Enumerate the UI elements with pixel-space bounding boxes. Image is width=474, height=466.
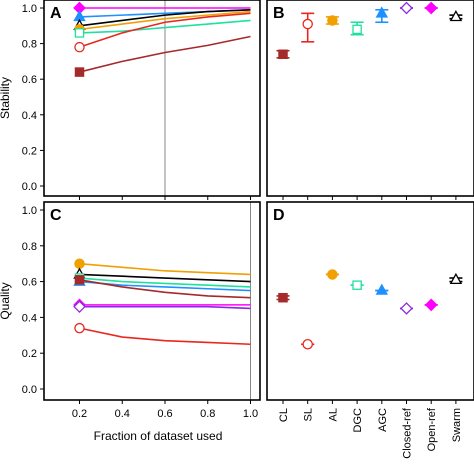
- series-marker-cl: [74, 67, 85, 77]
- x-tick-label-open-ref: Open-ref: [426, 407, 438, 451]
- series-marker-closed-ref: [73, 300, 86, 313]
- plot-frame: [266, 201, 474, 401]
- series-line-swarm: [79, 273, 251, 283]
- y-tick-label: 1.0: [22, 205, 37, 217]
- y-tick-label: 0.4: [22, 312, 37, 324]
- x-tick-label-al: AL: [327, 408, 339, 421]
- point-open-ref: [424, 298, 438, 312]
- series-line-swarm: [79, 8, 251, 27]
- panel-letter-b: B: [273, 5, 285, 22]
- y-tick-label: 0.8: [22, 39, 37, 51]
- point-swarm: [449, 9, 463, 22]
- point-swarm: [449, 272, 463, 285]
- series-line-dgc: [79, 277, 251, 288]
- x-tick-label: 1.0: [243, 408, 258, 420]
- series-line-closed-ref: [79, 305, 251, 310]
- panel-letter-c: C: [50, 207, 62, 224]
- y-tick-label: 0.2: [22, 348, 37, 360]
- x-tick-label-dgc: DGC: [352, 408, 364, 433]
- point-dgc: [352, 280, 362, 290]
- point-al: [327, 269, 338, 280]
- point-sl: [302, 18, 313, 30]
- y-tick-label: 0.6: [22, 277, 37, 289]
- point-al: [327, 15, 338, 26]
- series-marker-dgc: [74, 28, 85, 38]
- y-tick-label: 0.6: [22, 74, 37, 86]
- x-tick-label-agc: AGC: [377, 408, 389, 432]
- point-cl: [278, 292, 288, 303]
- panel-a-stability-vs-fraction: A 0.0 0.2 0.4 0.6 0.8 1.0 Stability: [0, 0, 261, 200]
- y-tick-label: 0.0: [22, 384, 37, 396]
- series-line-cl: [79, 279, 251, 299]
- series-line-dgc: [79, 19, 251, 34]
- point-agc: [375, 283, 389, 295]
- series-line-al: [79, 10, 251, 31]
- panel-b-stability-by-method: B: [266, 0, 474, 200]
- series-line-al: [79, 262, 251, 276]
- y-tick-label: 0.2: [22, 145, 37, 157]
- x-tick-label-cl: CL: [278, 408, 290, 422]
- point-dgc: [352, 24, 362, 35]
- point-open-ref: [424, 1, 438, 15]
- point-sl: [302, 338, 313, 350]
- x-tick-label: 0.4: [115, 408, 130, 420]
- point-agc: [375, 6, 389, 18]
- y-axis-label: Quality: [0, 282, 12, 319]
- series-marker-cl: [74, 275, 85, 285]
- y-axis-label: Stability: [0, 77, 12, 119]
- plot-frame: [43, 201, 261, 401]
- x-axis-label: Fraction of dataset used: [94, 429, 223, 443]
- x-tick-label: 0.2: [72, 408, 87, 420]
- y-tick-label: 0.8: [22, 241, 37, 253]
- y-tick-label: 1.0: [22, 3, 37, 15]
- series-line-cl: [79, 35, 251, 73]
- x-tick-label-closed-ref: Closed-ref: [402, 407, 414, 459]
- series-marker-sl: [74, 322, 85, 334]
- series-line-sl: [79, 12, 251, 48]
- series-line-sl: [79, 327, 251, 346]
- panel-c-quality-vs-fraction: C 0.0 0.2 0.4 0.6 0.8 1.0 Quality 0.2 0.4 0.6 0.8 1.…: [0, 201, 261, 443]
- point-closed-ref: [400, 302, 413, 315]
- x-tick-label: 0.6: [157, 408, 172, 420]
- panel-letter-d: D: [273, 207, 285, 224]
- point-cl: [278, 49, 288, 60]
- x-tick-label-swarm: Swarm: [451, 408, 463, 442]
- panel-d-quality-by-method: D CL SL AL DGC AGC Closed-ref Open-ref Swarm: [266, 201, 474, 459]
- plot-frame: [266, 0, 474, 197]
- x-tick-label: 0.8: [200, 408, 215, 420]
- y-tick-label: 0.4: [22, 110, 37, 122]
- x-tick-label-sl: SL: [303, 408, 315, 421]
- series-marker-sl: [74, 41, 85, 53]
- series-marker-al: [74, 258, 85, 269]
- panel-letter-a: A: [50, 5, 62, 22]
- y-tick-label: 0.0: [22, 181, 37, 193]
- point-closed-ref: [400, 1, 413, 15]
- plot-frame: [43, 0, 261, 197]
